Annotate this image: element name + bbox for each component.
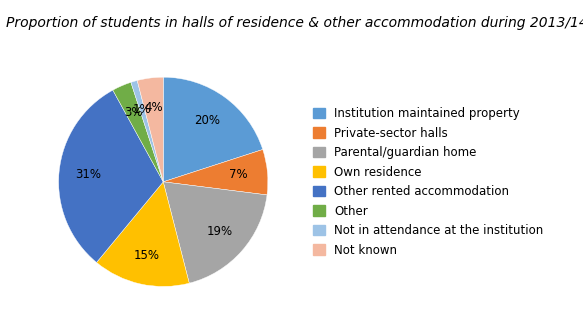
Text: 20%: 20% [195, 115, 220, 127]
Text: Proportion of students in halls of residence & other accommodation during 2013/1: Proportion of students in halls of resid… [6, 16, 583, 30]
Text: 15%: 15% [134, 249, 160, 262]
Text: 31%: 31% [75, 168, 101, 181]
Text: 1%: 1% [133, 103, 152, 116]
Text: 4%: 4% [145, 100, 163, 114]
Legend: Institution maintained property, Private-sector halls, Parental/guardian home, O: Institution maintained property, Private… [313, 107, 543, 256]
Text: 19%: 19% [207, 225, 233, 238]
Wedge shape [131, 80, 163, 182]
Text: 3%: 3% [124, 106, 143, 119]
Wedge shape [97, 182, 189, 286]
Text: 7%: 7% [229, 168, 248, 181]
Wedge shape [163, 150, 268, 195]
Wedge shape [163, 182, 267, 283]
Wedge shape [137, 77, 163, 182]
Wedge shape [163, 77, 263, 182]
Wedge shape [59, 90, 163, 263]
Wedge shape [113, 82, 163, 182]
